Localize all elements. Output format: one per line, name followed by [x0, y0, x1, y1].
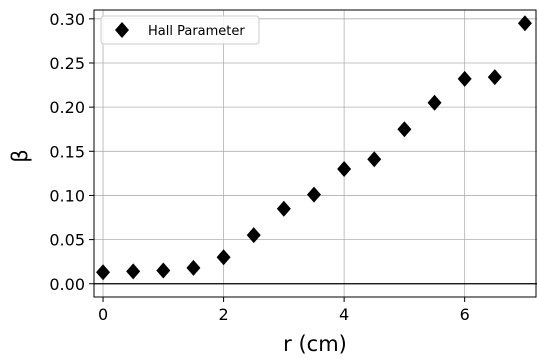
data-point: [457, 70, 472, 87]
data-points: [96, 15, 532, 281]
y-tick-label: 0.10: [49, 186, 85, 205]
data-point: [216, 249, 231, 266]
y-tick-label: 0.30: [49, 10, 85, 29]
x-tick-label: 0: [98, 305, 108, 324]
x-tick-label: 4: [339, 305, 349, 324]
data-point: [427, 94, 442, 111]
data-point: [186, 259, 201, 276]
data-point: [126, 263, 141, 280]
axis-ticks: 0 2 4 6 0.00 0.05 0.10 0.15 0.20 0.25 0.30: [49, 10, 469, 324]
legend-label: Hall Parameter: [148, 24, 245, 39]
data-point: [156, 262, 171, 279]
data-point: [246, 227, 261, 244]
legend-diamond-marker: [115, 22, 129, 38]
y-tick-label: 0.05: [49, 231, 85, 250]
legend: Hall Parameter: [100, 15, 260, 45]
data-point: [367, 151, 382, 168]
x-tick-label: 6: [460, 305, 470, 324]
plot-frame: [93, 9, 537, 298]
y-tick-label: 0.20: [49, 98, 85, 117]
y-tick-label: 0.15: [49, 142, 85, 161]
y-tick-label: 0.00: [49, 275, 85, 294]
x-axis-title: r (cm): [283, 332, 347, 356]
data-point: [397, 121, 412, 138]
y-axis-title: β: [8, 149, 32, 162]
y-tick-label: 0.25: [49, 54, 85, 73]
grid: [94, 10, 537, 297]
legend-box: [100, 15, 260, 45]
data-point: [517, 15, 532, 32]
data-point: [96, 264, 111, 281]
data-point: [276, 200, 291, 217]
x-tick-label: 2: [218, 305, 228, 324]
data-point: [306, 186, 321, 203]
data-point: [487, 69, 502, 86]
data-point: [337, 160, 352, 177]
